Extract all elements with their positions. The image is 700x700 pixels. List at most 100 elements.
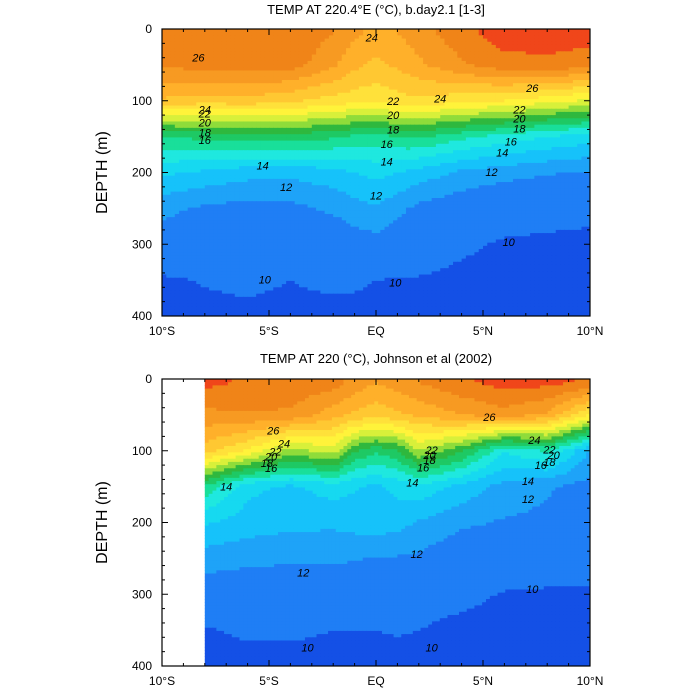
contour-cell (200, 131, 206, 135)
contour-cell (418, 118, 424, 123)
contour-cell (290, 153, 296, 158)
contour-cell (162, 64, 167, 68)
contour-cell (483, 44, 488, 49)
contour-cell (435, 83, 441, 87)
contour-cell (298, 70, 304, 75)
contour-cell (320, 150, 326, 154)
contour-cell (491, 95, 497, 100)
contour-cell (568, 35, 574, 40)
contour-cell (495, 86, 501, 91)
contour-cell (260, 99, 266, 103)
contour-cell (346, 124, 351, 129)
contour-cell (380, 159, 386, 164)
contour-cell (444, 169, 450, 174)
contour-cell (470, 80, 476, 84)
contour-cell (465, 108, 471, 113)
contour-cell (183, 35, 189, 40)
contour-cell (230, 143, 236, 148)
contour-cell (555, 99, 561, 103)
contour-cell (401, 185, 407, 190)
contour-cell (286, 150, 291, 154)
contour-cell (453, 140, 458, 145)
contour-cell (333, 178, 339, 183)
contour-cell (166, 118, 172, 123)
contour-cell (384, 67, 390, 72)
contour-cell (320, 60, 326, 65)
contour-cell (204, 146, 210, 151)
contour-cell (512, 76, 518, 81)
contour-cell (298, 159, 304, 164)
contour-cell (264, 41, 270, 46)
contour-cell (410, 143, 416, 148)
contour-cell (384, 41, 390, 46)
contour-cell (384, 48, 390, 52)
contour-cell (213, 102, 219, 107)
contour-cell (405, 73, 411, 78)
contour-cell (346, 38, 351, 43)
contour-cell (410, 115, 416, 119)
contour-cell (388, 137, 394, 142)
contour-cell (380, 83, 386, 87)
contour-cell (384, 29, 390, 33)
contour-cell (397, 162, 403, 167)
contour-cell (316, 134, 321, 139)
contour-cell (200, 92, 206, 97)
contour-cell (500, 156, 505, 161)
contour-cell (388, 146, 394, 151)
contour-cell (380, 169, 386, 174)
contour-cell (568, 121, 574, 126)
contour-cell (440, 57, 446, 62)
contour-cell (500, 175, 505, 180)
contour-cell (560, 38, 565, 43)
contour-cell (431, 124, 437, 129)
contour-cell (547, 159, 553, 164)
contour-cell (277, 64, 283, 68)
contour-cell (508, 51, 514, 56)
contour-cell (333, 185, 339, 190)
contour-cell (217, 41, 223, 46)
contour-cell (316, 105, 321, 110)
contour-cell (187, 153, 193, 158)
contour-cell (405, 175, 411, 180)
contour-cell (560, 70, 565, 75)
contour-cell (273, 57, 279, 62)
contour-cell (328, 89, 334, 94)
contour-cell (324, 48, 330, 52)
contour-cell (435, 73, 441, 78)
contour-cell (495, 76, 501, 81)
contour-cell (179, 131, 184, 135)
contour-cell (320, 29, 326, 33)
contour-cell (337, 67, 343, 72)
contour-cell (410, 54, 416, 59)
contour-cell (401, 38, 407, 43)
contour-cell (410, 76, 416, 81)
contour-cell (174, 178, 180, 183)
contour-cell (478, 38, 484, 43)
contour-cell (221, 95, 227, 100)
contour-cell (324, 73, 330, 78)
contour-cell (470, 86, 476, 91)
contour-cell (337, 41, 343, 46)
contour-cell (444, 175, 450, 180)
contour-cell (564, 99, 570, 103)
contour-cell (303, 121, 309, 126)
contour-cell (243, 32, 249, 36)
contour-cell (577, 29, 583, 33)
contour-cell (316, 159, 321, 164)
contour-cell (264, 162, 270, 167)
contour-cell (478, 89, 484, 94)
contour-cell (187, 118, 193, 123)
contour-cell (483, 38, 488, 43)
contour-cell (196, 166, 202, 170)
contour-cell (179, 156, 184, 161)
contour-cell (538, 83, 544, 87)
contour-cell (191, 54, 197, 59)
contour-cell (534, 64, 540, 68)
contour-cell (405, 64, 411, 68)
contour-cell (273, 131, 279, 135)
contour-cell (495, 124, 501, 129)
contour-cell (226, 80, 232, 84)
contour-cell (440, 127, 446, 132)
contour-cell (414, 48, 420, 52)
contour-cell (247, 127, 253, 132)
